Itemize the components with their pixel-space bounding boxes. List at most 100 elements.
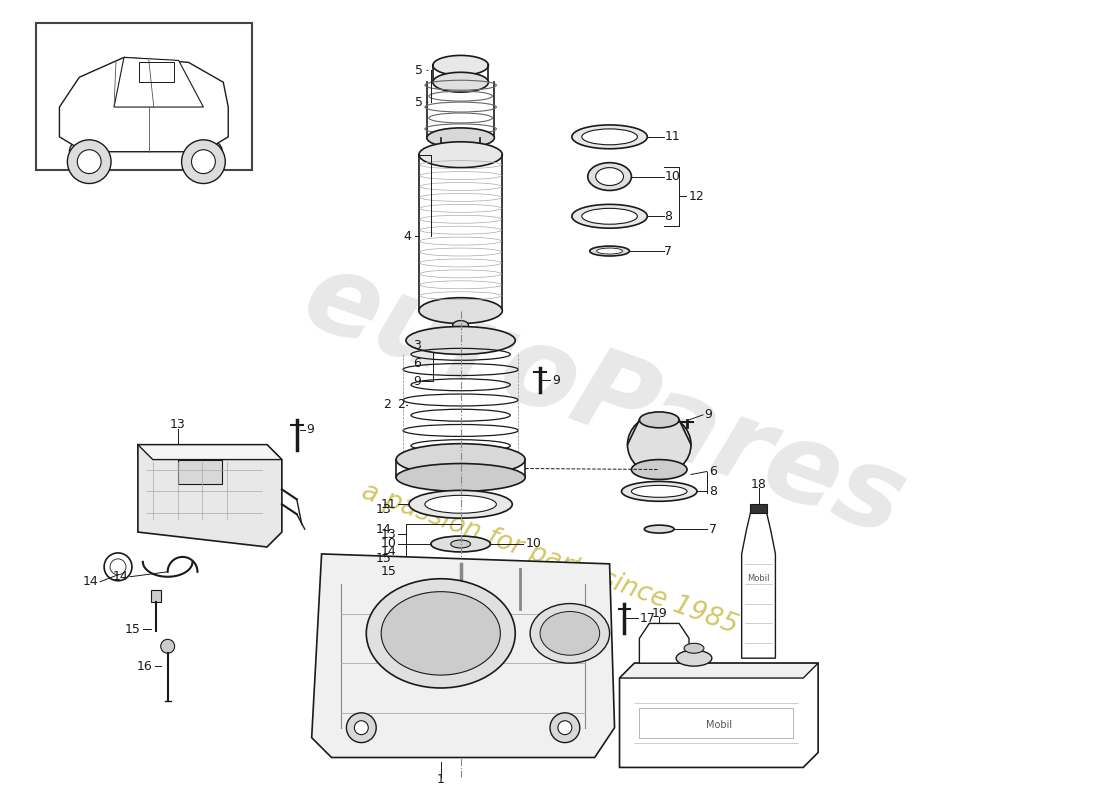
Ellipse shape xyxy=(631,459,688,479)
Polygon shape xyxy=(114,58,204,107)
Polygon shape xyxy=(741,512,776,658)
Text: a passion for parts since 1985: a passion for parts since 1985 xyxy=(359,478,741,639)
Ellipse shape xyxy=(396,444,525,475)
Text: 9: 9 xyxy=(704,408,712,422)
Text: 14: 14 xyxy=(82,575,98,588)
Text: Mobil: Mobil xyxy=(706,720,732,730)
Text: 10: 10 xyxy=(525,538,541,550)
Polygon shape xyxy=(59,58,229,152)
Ellipse shape xyxy=(590,246,629,256)
Ellipse shape xyxy=(67,140,111,183)
Bar xyxy=(749,504,768,514)
Text: 11: 11 xyxy=(664,130,680,143)
Ellipse shape xyxy=(627,415,691,474)
Ellipse shape xyxy=(572,204,647,228)
Ellipse shape xyxy=(572,125,647,149)
Text: 13: 13 xyxy=(381,527,396,541)
Ellipse shape xyxy=(161,639,175,654)
Ellipse shape xyxy=(191,150,216,174)
Text: 11: 11 xyxy=(381,498,396,510)
Ellipse shape xyxy=(354,721,368,734)
Text: 15: 15 xyxy=(375,552,392,566)
Text: 10: 10 xyxy=(664,170,680,183)
Ellipse shape xyxy=(540,611,600,655)
Text: 2: 2 xyxy=(397,398,405,411)
Ellipse shape xyxy=(409,490,513,518)
Ellipse shape xyxy=(621,482,697,502)
Polygon shape xyxy=(311,554,615,758)
Ellipse shape xyxy=(530,603,609,663)
Ellipse shape xyxy=(453,321,469,330)
Ellipse shape xyxy=(645,525,674,533)
Text: 18: 18 xyxy=(750,478,767,491)
Text: 4: 4 xyxy=(403,230,411,242)
Text: 1: 1 xyxy=(437,773,444,786)
Ellipse shape xyxy=(419,142,503,168)
Text: 14: 14 xyxy=(375,522,392,535)
Text: 15: 15 xyxy=(381,566,396,578)
Text: 6: 6 xyxy=(412,357,421,370)
Ellipse shape xyxy=(441,144,481,156)
Ellipse shape xyxy=(182,140,225,183)
Ellipse shape xyxy=(419,298,503,323)
Polygon shape xyxy=(619,663,818,767)
Text: 16: 16 xyxy=(138,660,153,673)
Ellipse shape xyxy=(396,463,525,491)
Ellipse shape xyxy=(684,643,704,654)
Text: 15: 15 xyxy=(125,623,141,636)
Text: 13: 13 xyxy=(169,418,186,431)
Text: 9: 9 xyxy=(412,374,421,388)
Ellipse shape xyxy=(449,567,473,577)
Ellipse shape xyxy=(431,536,491,552)
Ellipse shape xyxy=(406,326,515,354)
Ellipse shape xyxy=(587,162,631,190)
Ellipse shape xyxy=(676,650,712,666)
Ellipse shape xyxy=(550,713,580,742)
Ellipse shape xyxy=(639,412,679,428)
Ellipse shape xyxy=(427,128,494,148)
Ellipse shape xyxy=(596,168,624,186)
Bar xyxy=(639,708,793,738)
Text: 5: 5 xyxy=(415,95,422,109)
Bar xyxy=(151,590,161,602)
Text: 9: 9 xyxy=(307,423,315,436)
Ellipse shape xyxy=(382,592,500,675)
Bar xyxy=(139,62,174,82)
Ellipse shape xyxy=(631,486,688,498)
Ellipse shape xyxy=(366,578,515,688)
Text: 9: 9 xyxy=(552,374,560,386)
Ellipse shape xyxy=(558,721,572,734)
Text: 2: 2 xyxy=(383,398,392,411)
Ellipse shape xyxy=(596,248,623,254)
Bar xyxy=(35,22,252,170)
Ellipse shape xyxy=(346,713,376,742)
Bar xyxy=(177,459,222,485)
Polygon shape xyxy=(639,623,689,663)
Polygon shape xyxy=(619,663,818,678)
Text: 19: 19 xyxy=(651,607,667,620)
Ellipse shape xyxy=(425,495,496,514)
Ellipse shape xyxy=(582,208,637,224)
Ellipse shape xyxy=(77,150,101,174)
Ellipse shape xyxy=(432,72,488,92)
Text: 8: 8 xyxy=(664,210,672,222)
Text: 17: 17 xyxy=(639,612,656,625)
Ellipse shape xyxy=(582,129,637,145)
Text: 13: 13 xyxy=(375,502,392,516)
Text: euroPares: euroPares xyxy=(289,242,920,558)
Text: 7: 7 xyxy=(708,522,717,535)
Text: 5: 5 xyxy=(415,64,422,77)
Text: 6: 6 xyxy=(708,465,717,478)
Text: 8: 8 xyxy=(708,485,717,498)
Ellipse shape xyxy=(432,55,488,75)
Polygon shape xyxy=(138,445,282,547)
Ellipse shape xyxy=(451,540,471,548)
Text: Mobil: Mobil xyxy=(747,574,770,583)
Text: 12: 12 xyxy=(689,190,705,203)
Text: 14: 14 xyxy=(112,570,128,583)
Text: 10: 10 xyxy=(381,538,396,550)
Text: 3: 3 xyxy=(412,339,421,352)
Text: 7: 7 xyxy=(664,245,672,258)
Polygon shape xyxy=(138,445,282,459)
Text: 14: 14 xyxy=(381,546,396,558)
